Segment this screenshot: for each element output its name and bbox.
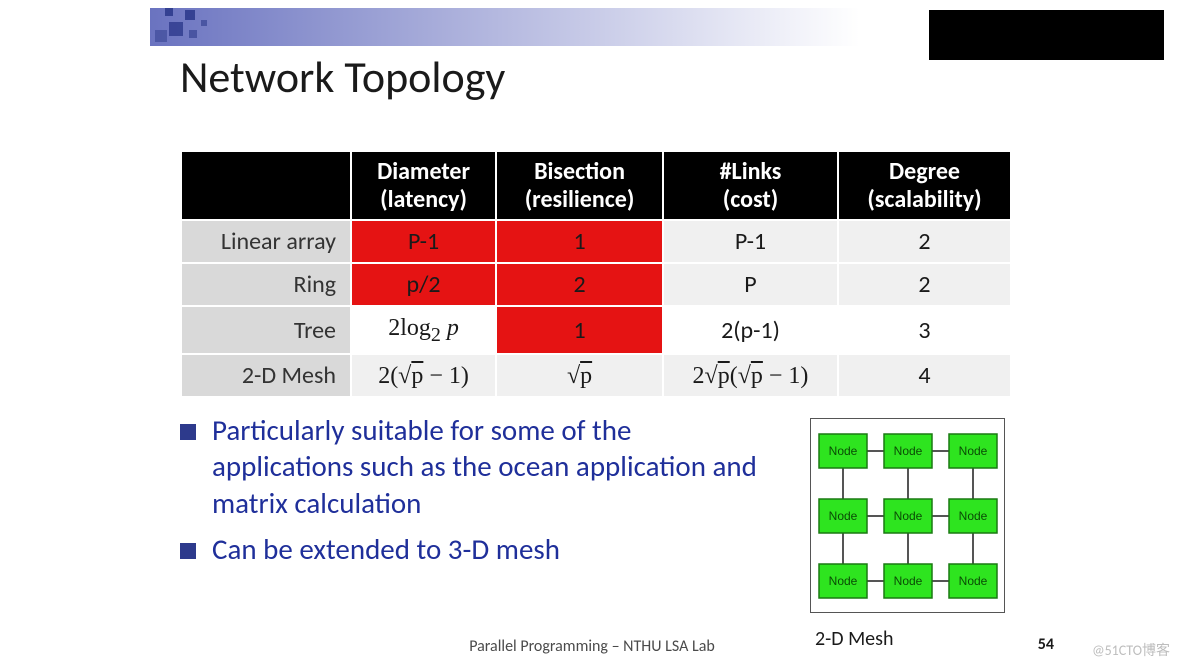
table-cell: 2(√p − 1) [351,354,496,397]
bullet-marker [180,543,196,559]
decor-squares [155,0,215,50]
table-cell: 4 [838,354,1011,397]
table-header: Diameter(latency) [351,151,496,220]
table-row: Tree2log2 p12(p-1)3 [181,306,1011,354]
black-box [929,10,1164,60]
table-cell: 2 [838,220,1011,263]
watermark: @51CTO博客 [1092,640,1170,660]
table-cell: 3 [838,306,1011,354]
svg-text:Node: Node [894,574,923,588]
topology-table-wrap: Diameter(latency)Bisection(resilience)#L… [180,150,1012,398]
svg-text:Node: Node [894,509,923,523]
svg-text:Node: Node [959,574,988,588]
bullet-item: Particularly suitable for some of the ap… [180,412,770,521]
bullet-list: Particularly suitable for some of the ap… [180,412,770,577]
slide: Network Topology Diameter(latency)Bisect… [0,0,1184,666]
mesh-diagram: Node Node Node Node Node Node Node Node Node [810,418,1005,613]
table-cell: 2log2 p [351,306,496,354]
page-number: 54 [1038,635,1054,654]
svg-text:Node: Node [829,574,858,588]
row-label: Tree [181,306,351,354]
table-cell: P [663,263,838,306]
table-cell: P-1 [663,220,838,263]
table-cell: 2√p(√p − 1) [663,354,838,397]
svg-text:Node: Node [829,509,858,523]
table-cell: p/2 [351,263,496,306]
table-cell: 2 [838,263,1011,306]
table-row: Ringp/22P2 [181,263,1011,306]
row-label: Ring [181,263,351,306]
svg-text:Node: Node [894,444,923,458]
table-cell: 1 [496,306,663,354]
table-cell: √p [496,354,663,397]
bullet-marker [180,424,196,440]
table-header: #Links(cost) [663,151,838,220]
slide-title: Network Topology [180,50,505,104]
table-header [181,151,351,220]
footer-text: Parallel Programming – NTHU LSA Lab [0,637,1184,656]
table-cell: 2 [496,263,663,306]
svg-text:Node: Node [959,444,988,458]
row-label: Linear array [181,220,351,263]
table-cell: P-1 [351,220,496,263]
table-row: Linear arrayP-11P-12 [181,220,1011,263]
topology-table: Diameter(latency)Bisection(resilience)#L… [180,150,1012,398]
svg-text:Node: Node [959,509,988,523]
row-label: 2-D Mesh [181,354,351,397]
table-header: Bisection(resilience) [496,151,663,220]
bullet-item: Can be extended to 3-D mesh [180,531,770,567]
table-cell: 1 [496,220,663,263]
bullet-text: Particularly suitable for some of the ap… [212,412,770,521]
bullet-text: Can be extended to 3-D mesh [212,531,560,567]
table-cell: 2(p-1) [663,306,838,354]
svg-text:Node: Node [829,444,858,458]
table-header: Degree(scalability) [838,151,1011,220]
table-row: 2-D Mesh2(√p − 1)√p2√p(√p − 1)4 [181,354,1011,397]
